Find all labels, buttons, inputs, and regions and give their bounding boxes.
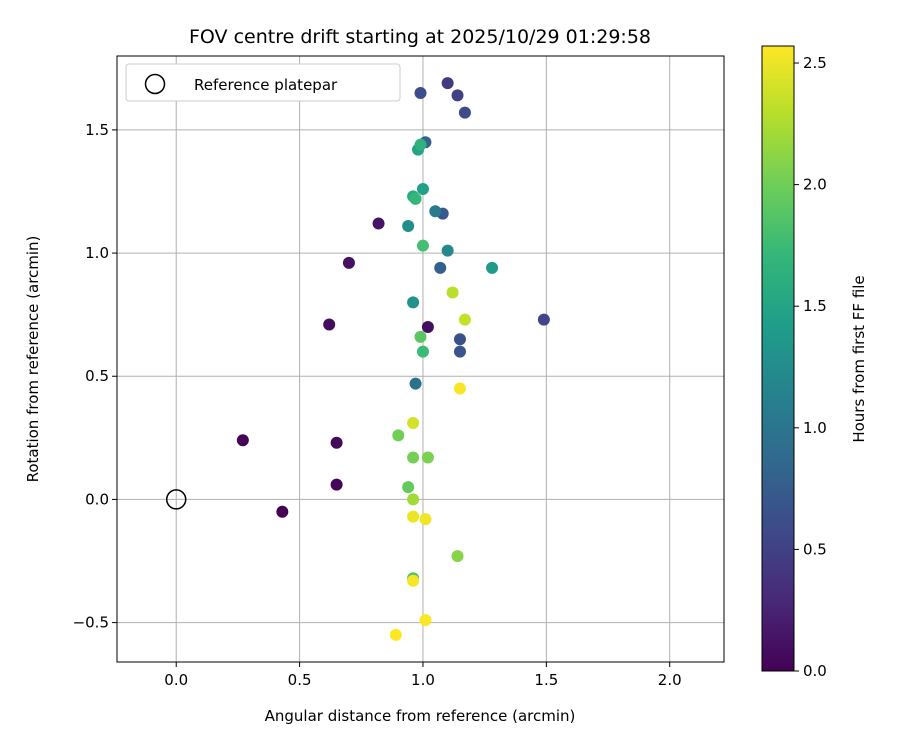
- data-point: [402, 481, 415, 494]
- data-point: [421, 451, 434, 464]
- data-point: [416, 345, 429, 358]
- x-tick-label: 1.5: [534, 671, 558, 689]
- data-point: [407, 574, 420, 587]
- data-point: [407, 493, 420, 506]
- x-axis-label: Angular distance from reference (arcmin): [265, 707, 576, 725]
- data-point: [414, 86, 427, 99]
- data-point: [419, 614, 432, 627]
- data-point: [389, 628, 402, 641]
- y-tick-label: 0.0: [85, 490, 109, 508]
- data-point: [458, 313, 471, 326]
- x-tick-label: 0.0: [164, 671, 188, 689]
- legend-box: [125, 63, 401, 102]
- colorbar-tick-label: 0.0: [803, 662, 827, 680]
- data-point: [453, 333, 466, 346]
- colorbar-tick-label: 1.5: [803, 297, 827, 315]
- colorbar: [761, 45, 795, 672]
- data-point: [429, 205, 442, 218]
- data-point: [486, 261, 499, 274]
- data-point: [419, 513, 432, 526]
- colorbar-label: Hours from first FF file: [850, 275, 868, 442]
- colorbar-tick-label: 2.0: [803, 176, 827, 194]
- x-tick-label: 1.0: [411, 671, 435, 689]
- legend-marker-reference: [144, 73, 166, 95]
- data-point: [330, 478, 343, 491]
- data-point: [441, 77, 454, 90]
- data-point: [453, 382, 466, 395]
- data-point: [407, 417, 420, 430]
- data-point: [323, 318, 336, 331]
- data-point: [407, 451, 420, 464]
- x-tick-label: 2.0: [658, 671, 682, 689]
- data-point: [409, 192, 422, 205]
- data-point: [416, 183, 429, 196]
- legend: Reference platepar: [125, 63, 401, 102]
- y-tick-label: 1.5: [85, 121, 109, 139]
- scatter-points: [165, 77, 550, 641]
- x-axis-ticks: 0.0 0.5 1.0 1.5 2.0: [164, 662, 682, 689]
- data-point: [276, 505, 289, 518]
- plot-frame: [116, 55, 725, 663]
- data-point: [372, 217, 385, 230]
- legend-label-reference: Reference platepar: [194, 76, 338, 94]
- data-point: [407, 296, 420, 309]
- colorbar-ticks: 0.0 0.5 1.0 1.5 2.0 2.5: [794, 54, 827, 680]
- data-point: [537, 313, 550, 326]
- data-point: [409, 377, 422, 390]
- data-point: [407, 510, 420, 523]
- colorbar-tick-label: 1.0: [803, 419, 827, 437]
- y-tick-label: 0.5: [85, 367, 109, 385]
- colorbar-tick-label: 2.5: [803, 54, 827, 72]
- x-tick-label: 0.5: [288, 671, 312, 689]
- data-point: [392, 429, 405, 442]
- y-axis-ticks: −0.5 0.0 0.5 1.0 1.5: [73, 121, 117, 632]
- data-point: [446, 286, 459, 299]
- data-point: [441, 244, 454, 257]
- colorbar-tick-label: 0.5: [803, 540, 827, 558]
- data-point: [414, 138, 427, 151]
- y-tick-label: 1.0: [85, 244, 109, 262]
- data-point: [342, 256, 355, 269]
- data-point: [402, 219, 415, 232]
- data-point: [421, 320, 434, 333]
- data-point: [434, 261, 447, 274]
- chart-title: FOV centre drift starting at 2025/10/29 …: [189, 26, 651, 48]
- data-point: [451, 550, 464, 563]
- data-point: [458, 106, 471, 119]
- data-point: [330, 436, 343, 449]
- data-point: [451, 89, 464, 102]
- data-point: [416, 239, 429, 252]
- data-point: [453, 345, 466, 358]
- y-tick-label: −0.5: [73, 614, 109, 632]
- data-point: [236, 434, 249, 447]
- data-point: [414, 330, 427, 343]
- reference-platepar-marker: [165, 489, 187, 510]
- y-axis-label: Rotation from reference (arcmin): [24, 236, 42, 483]
